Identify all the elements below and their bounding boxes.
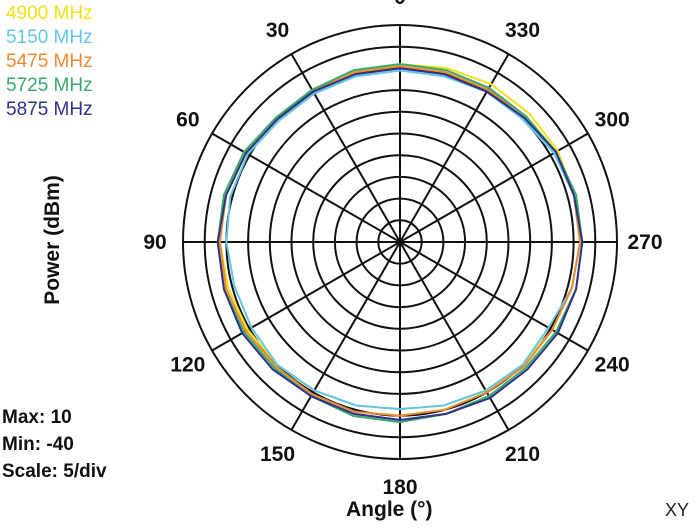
legend: 4900 MHz 5150 MHz 5475 MHz 5725 MHz 5875 MHz <box>6 2 93 122</box>
x-axis-label: Angle (°) <box>346 498 433 521</box>
angle-tick-label: 120 <box>170 354 205 377</box>
series-line-5875-mhz <box>216 67 584 421</box>
angle-tick-label: 90 <box>143 231 166 254</box>
legend-item: 4900 MHz <box>6 3 93 24</box>
angle-tick-label: 330 <box>505 19 540 42</box>
grid-spoke <box>211 241 401 352</box>
scale-info: Max: 10 Min: -40 Scale: 5/div <box>2 404 107 485</box>
grid-spoke <box>290 53 401 243</box>
angle-tick-label: 270 <box>627 231 662 254</box>
plane-label: XY <box>665 500 690 520</box>
angle-tick-label: 30 <box>266 19 289 42</box>
angle-tick-label: 150 <box>260 443 295 466</box>
grid-spoke <box>399 53 510 243</box>
max-label: Max: 10 <box>2 407 72 428</box>
series-line-5150-mhz <box>225 69 582 411</box>
grid-spoke <box>211 132 401 243</box>
angle-tick-label: 0 <box>394 0 406 9</box>
scale-label: Scale: 5/div <box>2 461 107 482</box>
grid-spoke <box>399 132 589 243</box>
angle-tick-label: 240 <box>595 354 630 377</box>
grid-spoke <box>290 241 401 431</box>
min-label: Min: -40 <box>2 434 74 455</box>
legend-item: 5725 MHz <box>6 75 93 96</box>
angle-tick-label: 60 <box>176 109 199 132</box>
grid-spoke <box>399 241 589 352</box>
angle-tick-label: 180 <box>382 476 417 499</box>
legend-item: 5475 MHz <box>6 51 93 72</box>
legend-item: 5875 MHz <box>6 99 93 120</box>
angle-tick-label: 210 <box>505 443 540 466</box>
y-axis-label: Power (dBm) <box>41 175 64 305</box>
legend-item: 5150 MHz <box>6 27 93 48</box>
angle-tick-label: 300 <box>595 109 630 132</box>
